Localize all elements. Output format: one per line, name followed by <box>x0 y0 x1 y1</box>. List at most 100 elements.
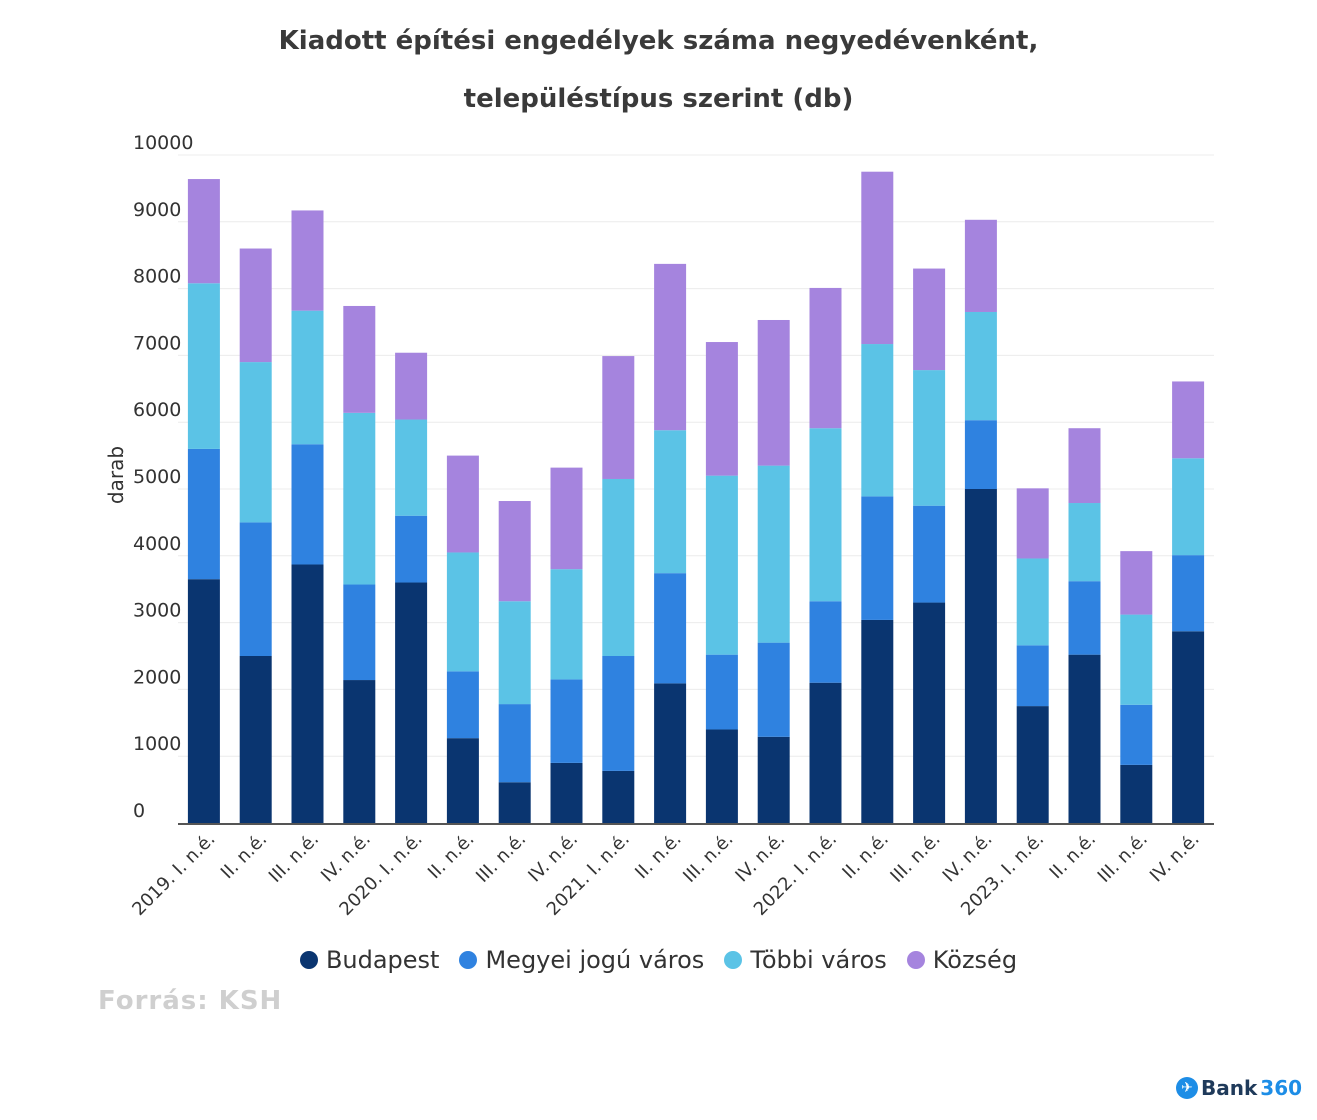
bar-segment-budapest <box>810 683 842 823</box>
bar-segment-budapest <box>965 489 997 823</box>
bar-segment-megyei-jog-v-ros <box>1069 581 1101 654</box>
bar-segment-budapest <box>1017 706 1049 823</box>
bar-segment-k-zs-g <box>499 501 531 601</box>
bar-segment-budapest <box>913 603 945 823</box>
bar-segment-t-bbi-v-ros <box>447 552 479 671</box>
bar-segment-budapest <box>499 782 531 823</box>
bar-segment-budapest <box>706 729 738 823</box>
bar-segment-k-zs-g <box>1120 551 1152 614</box>
bar-segment-k-zs-g <box>240 249 272 363</box>
paper-plane-icon: ✈ <box>1176 1077 1198 1099</box>
legend-label: Község <box>933 946 1017 974</box>
y-tick-label: 4000 <box>133 533 181 555</box>
bar-segment-t-bbi-v-ros <box>965 312 997 420</box>
x-tick-label: II. n.é. <box>838 829 892 883</box>
legend-swatch <box>907 951 925 969</box>
bar-segment-megyei-jog-v-ros <box>551 679 583 763</box>
bar-segment-megyei-jog-v-ros <box>292 444 324 564</box>
x-tick-label: 2019. I. n.é. <box>128 829 219 920</box>
bar-segment-megyei-jog-v-ros <box>861 496 893 620</box>
y-axis-label: darab <box>104 446 128 504</box>
bar-segment-t-bbi-v-ros <box>240 362 272 522</box>
bar-segment-budapest <box>447 738 479 823</box>
bar-segment-budapest <box>551 763 583 823</box>
bar-segment-budapest <box>1120 765 1152 823</box>
bar-segment-megyei-jog-v-ros <box>343 585 375 681</box>
bar-segment-t-bbi-v-ros <box>913 370 945 506</box>
legend-item: Megyei jogú város <box>459 946 704 974</box>
bar-segment-k-zs-g <box>758 320 790 466</box>
y-tick-label: 6000 <box>133 399 181 421</box>
bar-segment-t-bbi-v-ros <box>602 479 634 656</box>
bar-segment-t-bbi-v-ros <box>551 569 583 679</box>
bar-segment-k-zs-g <box>810 288 842 428</box>
bar-segment-k-zs-g <box>1172 381 1204 458</box>
bar-segment-megyei-jog-v-ros <box>602 656 634 771</box>
legend-item: Község <box>907 946 1017 974</box>
bar-segment-megyei-jog-v-ros <box>654 573 686 683</box>
bar-segment-budapest <box>654 683 686 823</box>
bar-segment-k-zs-g <box>965 220 997 312</box>
y-tick-label: 8000 <box>133 266 181 288</box>
x-tick-label: II. n.é. <box>1046 829 1100 883</box>
bar-segment-megyei-jog-v-ros <box>240 522 272 656</box>
bar-segment-t-bbi-v-ros <box>654 430 686 573</box>
x-tick-label: IV. n.é. <box>1146 829 1204 887</box>
bar-segment-budapest <box>343 680 375 823</box>
bar-segment-megyei-jog-v-ros <box>1017 645 1049 706</box>
bar-segment-k-zs-g <box>706 342 738 476</box>
bar-segment-budapest <box>861 620 893 823</box>
y-tick-label: 7000 <box>133 332 181 354</box>
bar-segment-megyei-jog-v-ros <box>706 655 738 730</box>
bar-segment-budapest <box>1069 655 1101 823</box>
bar-segment-megyei-jog-v-ros <box>810 601 842 682</box>
y-tick-label: 10000 <box>133 132 193 154</box>
bar-segment-t-bbi-v-ros <box>395 420 427 516</box>
legend-item: Budapest <box>300 946 440 974</box>
bar-segment-k-zs-g <box>913 269 945 371</box>
y-tick-label: 0 <box>133 800 145 822</box>
chart-legend: Budapest Megyei jogú város Többi város Közs… <box>0 946 1317 974</box>
bar-segment-k-zs-g <box>343 306 375 413</box>
bar-segment-megyei-jog-v-ros <box>1172 555 1204 631</box>
legend-swatch <box>459 951 477 969</box>
bar-segment-t-bbi-v-ros <box>810 428 842 601</box>
x-tick-label: II. n.é. <box>424 829 478 883</box>
bar-segment-megyei-jog-v-ros <box>1120 705 1152 765</box>
bar-segment-megyei-jog-v-ros <box>913 506 945 603</box>
bar-segment-budapest <box>758 737 790 823</box>
y-tick-label: 5000 <box>133 466 181 488</box>
y-tick-label: 2000 <box>133 666 181 688</box>
bar-segment-k-zs-g <box>602 356 634 479</box>
bar-segment-k-zs-g <box>292 210 324 310</box>
bar-segment-budapest <box>1172 631 1204 823</box>
bar-segment-budapest <box>240 656 272 823</box>
bar-segment-budapest <box>395 583 427 823</box>
y-tick-label: 9000 <box>133 199 181 221</box>
bar-segment-k-zs-g <box>1069 428 1101 503</box>
bar-segment-megyei-jog-v-ros <box>758 643 790 737</box>
legend-swatch <box>724 951 742 969</box>
bar-segment-megyei-jog-v-ros <box>965 420 997 489</box>
bar-segment-k-zs-g <box>188 179 220 283</box>
bar-segment-k-zs-g <box>861 172 893 344</box>
bar-segment-budapest <box>292 564 324 823</box>
bar-segment-megyei-jog-v-ros <box>395 516 427 583</box>
bar-segment-k-zs-g <box>395 353 427 420</box>
bar-segment-t-bbi-v-ros <box>1069 503 1101 581</box>
bar-segment-megyei-jog-v-ros <box>499 704 531 782</box>
bar-segment-t-bbi-v-ros <box>343 413 375 585</box>
x-tick-label: III. n.é. <box>679 829 737 887</box>
bar-segment-t-bbi-v-ros <box>292 311 324 445</box>
x-tick-label: III. n.é. <box>472 829 530 887</box>
bar-segment-k-zs-g <box>551 468 583 570</box>
x-tick-label: II. n.é. <box>217 829 271 883</box>
bar-segment-k-zs-g <box>1017 488 1049 558</box>
bar-segment-t-bbi-v-ros <box>1172 458 1204 555</box>
x-tick-label: II. n.é. <box>631 829 685 883</box>
bar-segment-budapest <box>602 771 634 823</box>
source-note: Forrás: KSH <box>98 986 282 1016</box>
legend-label: Megyei jogú város <box>485 946 704 974</box>
bar-segment-k-zs-g <box>447 456 479 553</box>
bar-segment-k-zs-g <box>654 264 686 430</box>
